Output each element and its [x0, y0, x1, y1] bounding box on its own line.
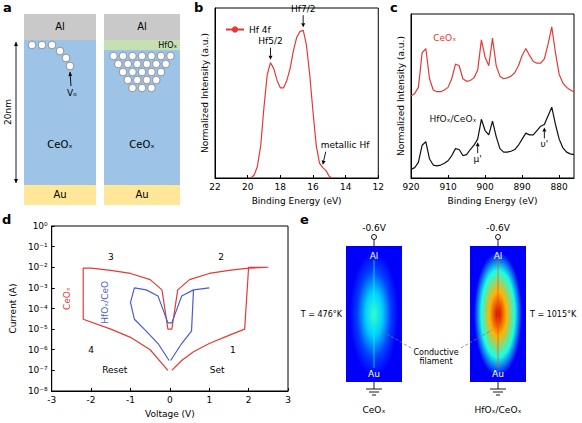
- svg-text:20nm: 20nm: [3, 99, 13, 125]
- svg-text:Au: Au: [135, 189, 148, 200]
- svg-text:10⁻⁵: 10⁻⁵: [28, 324, 48, 334]
- svg-text:-2: -2: [87, 395, 96, 405]
- svg-text:CeOₓ: CeOₓ: [129, 139, 154, 150]
- svg-text:μ': μ': [474, 154, 482, 164]
- svg-text:Al: Al: [137, 21, 147, 32]
- svg-text:10⁻⁴: 10⁻⁴: [28, 304, 48, 314]
- svg-text:10⁻³: 10⁻³: [28, 283, 48, 293]
- svg-text:CeOₓ: CeOₓ: [363, 405, 386, 415]
- svg-text:Normalized Intensity (a.u.): Normalized Intensity (a.u.): [396, 36, 406, 156]
- svg-text:Conductive: Conductive: [413, 348, 458, 357]
- svg-text:910: 910: [439, 182, 456, 192]
- svg-text:3: 3: [108, 252, 114, 262]
- svg-text:filament: filament: [419, 357, 452, 366]
- svg-text:υ': υ': [541, 139, 549, 149]
- svg-text:Au: Au: [492, 369, 504, 379]
- svg-text:Au: Au: [53, 189, 66, 200]
- svg-text:10⁻⁶: 10⁻⁶: [28, 345, 48, 355]
- svg-text:2: 2: [218, 252, 224, 262]
- svg-text:10⁰: 10⁰: [33, 221, 48, 231]
- svg-text:a: a: [3, 0, 12, 15]
- svg-text:18: 18: [275, 182, 287, 192]
- svg-text:22: 22: [209, 182, 220, 192]
- svg-text:metallic Hf: metallic Hf: [321, 140, 370, 150]
- svg-text:20: 20: [242, 182, 254, 192]
- svg-text:e: e: [300, 212, 309, 227]
- svg-text:900: 900: [476, 182, 493, 192]
- svg-text:HfOₓ/CeOₓ: HfOₓ/CeOₓ: [475, 405, 522, 415]
- svg-text:880: 880: [551, 182, 568, 192]
- svg-text:Normalized Intensity (a.u.): Normalized Intensity (a.u.): [200, 33, 210, 153]
- svg-text:-0.6V: -0.6V: [362, 223, 387, 233]
- svg-text:HfOₓ/CeOₓ: HfOₓ/CeOₓ: [430, 114, 477, 124]
- svg-text:16: 16: [307, 182, 319, 192]
- svg-text:Al: Al: [370, 251, 379, 261]
- svg-text:4: 4: [88, 345, 94, 355]
- svg-text:Al: Al: [55, 21, 65, 32]
- svg-text:CeOₓ: CeOₓ: [47, 139, 72, 150]
- svg-text:12: 12: [373, 182, 384, 192]
- svg-text:1: 1: [206, 395, 212, 405]
- svg-text:Hf5/2: Hf5/2: [258, 36, 282, 46]
- svg-text:890: 890: [514, 182, 531, 192]
- svg-text:14: 14: [340, 182, 352, 192]
- svg-text:Hf 4f: Hf 4f: [249, 25, 272, 35]
- svg-text:10⁻²: 10⁻²: [28, 262, 48, 272]
- svg-text:-0.6V: -0.6V: [486, 223, 511, 233]
- svg-text:Voltage (V): Voltage (V): [145, 409, 195, 419]
- svg-text:2: 2: [246, 395, 252, 405]
- svg-text:Set: Set: [210, 365, 225, 375]
- svg-text:CeOₓ: CeOₓ: [433, 33, 456, 43]
- svg-text:c: c: [390, 0, 398, 15]
- svg-text:10⁻¹: 10⁻¹: [28, 242, 48, 252]
- svg-text:0: 0: [167, 395, 173, 405]
- svg-text:-1: -1: [126, 395, 135, 405]
- svg-text:d: d: [2, 212, 11, 227]
- svg-text:Au: Au: [368, 369, 380, 379]
- svg-text:-3: -3: [47, 395, 56, 405]
- svg-text:T = 476°K: T = 476°K: [300, 310, 343, 319]
- svg-text:3: 3: [285, 395, 291, 405]
- svg-text:Binding Energy (eV): Binding Energy (eV): [252, 196, 342, 206]
- svg-text:CeOₓ: CeOₓ: [62, 287, 72, 310]
- svg-text:Hf7/2: Hf7/2: [291, 4, 315, 14]
- svg-text:Al: Al: [494, 251, 503, 261]
- svg-text:920: 920: [402, 182, 419, 192]
- svg-text:Current (A): Current (A): [8, 284, 18, 334]
- svg-text:1: 1: [230, 345, 236, 355]
- svg-text:Reset: Reset: [102, 365, 128, 375]
- svg-text:HfOₓ/CeO: HfOₓ/CeO: [100, 281, 110, 324]
- svg-text:HfOₓ: HfOₓ: [158, 41, 177, 50]
- svg-text:b: b: [194, 0, 203, 15]
- svg-text:10⁻⁸: 10⁻⁸: [28, 386, 48, 396]
- svg-text:Binding Energy (eV): Binding Energy (eV): [448, 196, 538, 206]
- svg-text:T = 1015°K: T = 1015°K: [529, 310, 577, 319]
- svg-text:10⁻⁷: 10⁻⁷: [28, 365, 48, 375]
- svg-text:Vₒ: Vₒ: [67, 88, 77, 98]
